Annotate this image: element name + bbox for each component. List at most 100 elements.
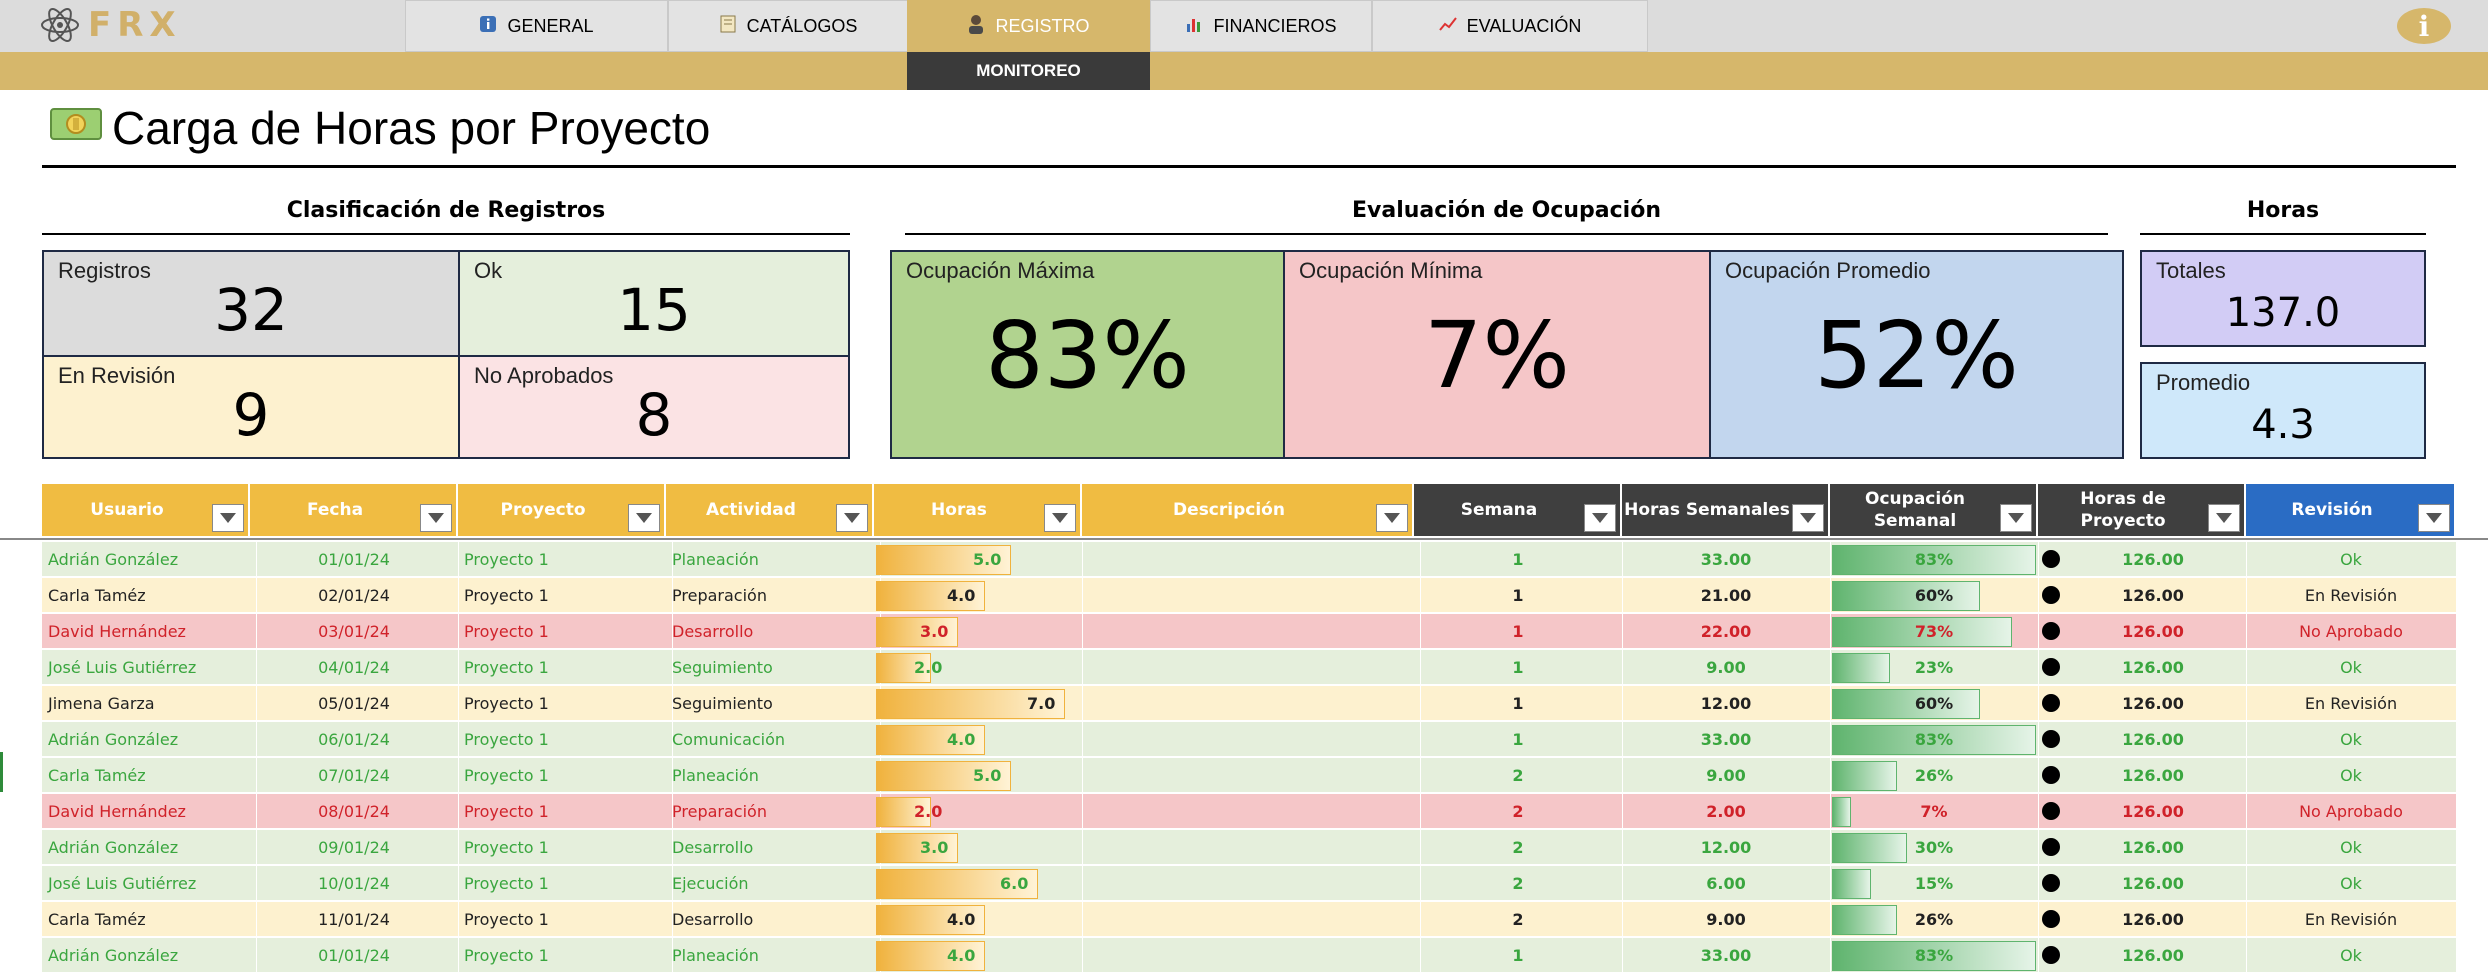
cell-horas[interactable]: 3.0: [874, 830, 1083, 864]
cell-revision[interactable]: En Revisión: [2246, 686, 2457, 720]
cell-hp[interactable]: 126.00: [2038, 722, 2247, 756]
cell-semana[interactable]: 1: [1414, 578, 1623, 612]
cell-proyecto[interactable]: Proyecto 1: [458, 758, 673, 792]
cell-ocupacion[interactable]: 73%: [1830, 614, 2039, 648]
cell-revision[interactable]: No Aprobado: [2246, 614, 2457, 648]
cell-fecha[interactable]: 04/01/24: [250, 650, 459, 684]
filter-dropdown-button[interactable]: [628, 504, 660, 532]
cell-proyecto[interactable]: Proyecto 1: [458, 722, 673, 756]
filter-dropdown-button[interactable]: [1044, 504, 1076, 532]
table-row[interactable]: Carla Taméz 11/01/24 Proyecto 1 Desarrollo 4…: [42, 902, 2457, 936]
cell-hs[interactable]: 22.00: [1622, 614, 1831, 648]
cell-revision[interactable]: En Revisión: [2246, 578, 2457, 612]
cell-descripcion[interactable]: [1082, 686, 1421, 720]
cell-hs[interactable]: 21.00: [1622, 578, 1831, 612]
cell-ocupacion[interactable]: 23%: [1830, 650, 2039, 684]
cell-horas[interactable]: 7.0: [874, 686, 1083, 720]
cell-semana[interactable]: 2: [1414, 866, 1623, 900]
filter-dropdown-button[interactable]: [1792, 504, 1824, 532]
cell-revision[interactable]: No Aprobado: [2246, 794, 2457, 828]
cell-actividad[interactable]: Seguimiento: [666, 686, 881, 720]
cell-revision[interactable]: Ok: [2246, 758, 2457, 792]
tab-catalogos[interactable]: CATÁLOGOS: [668, 0, 908, 52]
filter-dropdown-button[interactable]: [2418, 504, 2450, 532]
cell-proyecto[interactable]: Proyecto 1: [458, 938, 673, 972]
cell-horas[interactable]: 3.0: [874, 614, 1083, 648]
subtab-monitoreo[interactable]: MONITOREO: [907, 52, 1150, 90]
cell-actividad[interactable]: Planeación: [666, 758, 881, 792]
cell-horas[interactable]: 4.0: [874, 902, 1083, 936]
cell-horas[interactable]: 5.0: [874, 542, 1083, 576]
cell-hp[interactable]: 126.00: [2038, 686, 2247, 720]
info-button[interactable]: i: [2397, 8, 2451, 44]
cell-descripcion[interactable]: [1082, 902, 1421, 936]
cell-usuario[interactable]: Adrián González: [42, 542, 257, 576]
table-row[interactable]: Carla Taméz 02/01/24 Proyecto 1 Preparación…: [42, 578, 2457, 612]
cell-usuario[interactable]: Carla Taméz: [42, 902, 257, 936]
cell-ocupacion[interactable]: 26%: [1830, 758, 2039, 792]
tab-general[interactable]: GENERAL: [405, 0, 668, 52]
cell-hs[interactable]: 9.00: [1622, 758, 1831, 792]
cell-horas[interactable]: 4.0: [874, 578, 1083, 612]
cell-usuario[interactable]: Carla Taméz: [42, 578, 257, 612]
cell-proyecto[interactable]: Proyecto 1: [458, 686, 673, 720]
cell-usuario[interactable]: José Luis Gutiérrez: [42, 650, 257, 684]
cell-ocupacion[interactable]: 83%: [1830, 542, 2039, 576]
table-row[interactable]: Carla Taméz 07/01/24 Proyecto 1 Planeación 5…: [42, 758, 2457, 792]
cell-revision[interactable]: Ok: [2246, 542, 2457, 576]
cell-semana[interactable]: 1: [1414, 542, 1623, 576]
cell-semana[interactable]: 2: [1414, 758, 1623, 792]
cell-hs[interactable]: 6.00: [1622, 866, 1831, 900]
cell-hp[interactable]: 126.00: [2038, 830, 2247, 864]
cell-actividad[interactable]: Preparación: [666, 794, 881, 828]
cell-horas[interactable]: 6.0: [874, 866, 1083, 900]
filter-dropdown-button[interactable]: [1376, 504, 1408, 532]
cell-hp[interactable]: 126.00: [2038, 866, 2247, 900]
cell-proyecto[interactable]: Proyecto 1: [458, 830, 673, 864]
cell-ocupacion[interactable]: 30%: [1830, 830, 2039, 864]
cell-horas[interactable]: 2.0: [874, 794, 1083, 828]
cell-hs[interactable]: 12.00: [1622, 686, 1831, 720]
cell-hs[interactable]: 12.00: [1622, 830, 1831, 864]
filter-dropdown-button[interactable]: [2000, 504, 2032, 532]
cell-fecha[interactable]: 09/01/24: [250, 830, 459, 864]
cell-ocupacion[interactable]: 15%: [1830, 866, 2039, 900]
cell-semana[interactable]: 1: [1414, 614, 1623, 648]
cell-usuario[interactable]: Jimena Garza: [42, 686, 257, 720]
table-row[interactable]: Adrián González 01/01/24 Proyecto 1 Planeac…: [42, 938, 2457, 972]
cell-actividad[interactable]: Comunicación: [666, 722, 881, 756]
cell-semana[interactable]: 2: [1414, 794, 1623, 828]
cell-usuario[interactable]: Adrián González: [42, 830, 257, 864]
cell-ocupacion[interactable]: 26%: [1830, 902, 2039, 936]
cell-usuario[interactable]: David Hernández: [42, 794, 257, 828]
cell-semana[interactable]: 1: [1414, 938, 1623, 972]
cell-revision[interactable]: Ok: [2246, 650, 2457, 684]
cell-descripcion[interactable]: [1082, 830, 1421, 864]
cell-ocupacion[interactable]: 83%: [1830, 722, 2039, 756]
cell-descripcion[interactable]: [1082, 578, 1421, 612]
cell-actividad[interactable]: Planeación: [666, 938, 881, 972]
cell-proyecto[interactable]: Proyecto 1: [458, 614, 673, 648]
cell-descripcion[interactable]: [1082, 866, 1421, 900]
table-row[interactable]: José Luis Gutiérrez 04/01/24 Proyecto 1 Seg…: [42, 650, 2457, 684]
cell-revision[interactable]: Ok: [2246, 830, 2457, 864]
cell-descripcion[interactable]: [1082, 938, 1421, 972]
cell-descripcion[interactable]: [1082, 614, 1421, 648]
cell-revision[interactable]: En Revisión: [2246, 902, 2457, 936]
cell-hp[interactable]: 126.00: [2038, 938, 2247, 972]
cell-proyecto[interactable]: Proyecto 1: [458, 542, 673, 576]
table-row[interactable]: José Luis Gutiérrez 10/01/24 Proyecto 1 Eje…: [42, 866, 2457, 900]
cell-ocupacion[interactable]: 7%: [1830, 794, 2039, 828]
cell-revision[interactable]: Ok: [2246, 722, 2457, 756]
cell-hs[interactable]: 33.00: [1622, 542, 1831, 576]
cell-actividad[interactable]: Preparación: [666, 578, 881, 612]
table-row[interactable]: Adrián González 09/01/24 Proyecto 1 Desarro…: [42, 830, 2457, 864]
cell-descripcion[interactable]: [1082, 722, 1421, 756]
cell-semana[interactable]: 2: [1414, 902, 1623, 936]
cell-fecha[interactable]: 01/01/24: [250, 542, 459, 576]
cell-hp[interactable]: 126.00: [2038, 902, 2247, 936]
cell-semana[interactable]: 1: [1414, 722, 1623, 756]
filter-dropdown-button[interactable]: [1584, 504, 1616, 532]
cell-usuario[interactable]: Carla Taméz: [42, 758, 257, 792]
tab-registro[interactable]: REGISTRO: [907, 0, 1150, 52]
